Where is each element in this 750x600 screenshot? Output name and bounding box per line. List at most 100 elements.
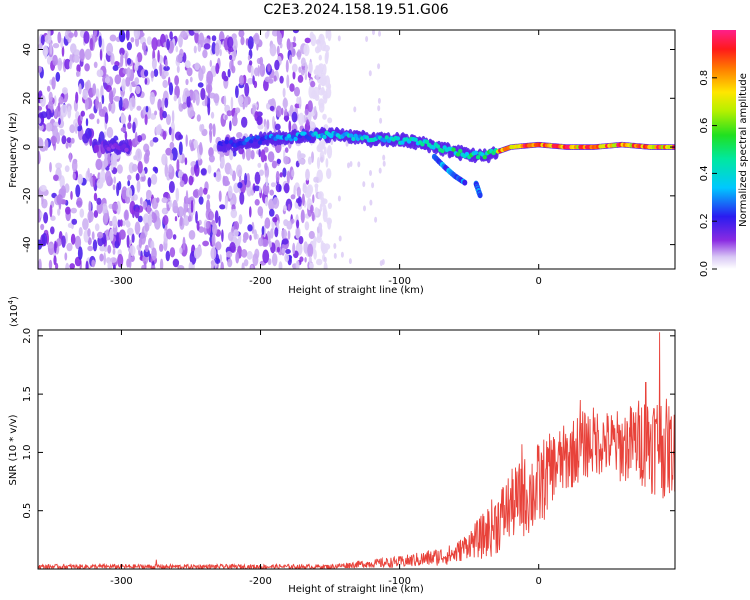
y-tick-label: 0.5	[22, 503, 33, 519]
noise-blob	[305, 168, 310, 181]
noise-blob	[283, 183, 290, 194]
noise-blob	[87, 228, 91, 237]
noise-blob	[220, 156, 225, 168]
noise-blob	[135, 173, 140, 181]
noise-blob	[285, 249, 291, 254]
noise-blob	[371, 182, 375, 189]
noise-blob	[66, 137, 72, 144]
noise-blob	[93, 144, 100, 153]
noise-blob	[326, 145, 333, 159]
noise-blob	[264, 162, 268, 171]
noise-blob	[292, 70, 296, 80]
noise-blob	[116, 164, 123, 174]
branch-point	[477, 192, 483, 199]
noise-blob	[101, 38, 105, 53]
noise-blob	[133, 155, 138, 161]
noise-blob	[144, 69, 149, 77]
noise-blob	[112, 184, 116, 191]
noise-blob	[45, 122, 53, 132]
noise-blob	[313, 105, 317, 115]
ridge-point	[224, 139, 229, 145]
noise-blob	[249, 234, 252, 241]
noise-blob	[196, 114, 201, 122]
noise-blob	[88, 200, 92, 212]
ridge-point	[286, 133, 292, 139]
noise-blob	[134, 221, 141, 235]
noise-blob	[65, 142, 69, 149]
noise-blob	[109, 34, 117, 42]
noise-blob	[327, 202, 332, 209]
noise-blob	[89, 37, 94, 51]
noise-blob	[276, 158, 282, 164]
noise-blob	[50, 135, 57, 145]
noise-blob	[72, 172, 77, 180]
noise-blob	[292, 30, 299, 34]
noise-blob	[128, 252, 132, 265]
noise-blob	[164, 70, 169, 77]
noise-blob	[179, 247, 183, 254]
noise-blob	[168, 181, 175, 193]
noise-blob	[141, 41, 147, 52]
noise-blob	[304, 257, 307, 263]
noise-blob	[256, 115, 263, 126]
noise-blob	[288, 255, 292, 262]
noise-blob	[127, 174, 132, 181]
noise-blob	[274, 59, 280, 71]
noise-blob	[284, 253, 290, 262]
noise-blob	[179, 48, 184, 58]
noise-blob	[150, 265, 156, 269]
y-tick-label: 40	[22, 43, 33, 56]
noise-blob	[272, 216, 278, 223]
x-tick-label: 0	[536, 276, 542, 287]
noise-blob	[169, 247, 176, 258]
noise-blob	[144, 114, 148, 126]
noise-blob	[210, 111, 215, 119]
noise-blob	[60, 104, 68, 118]
noise-blob	[117, 253, 124, 268]
noise-blob	[265, 176, 269, 187]
noise-blob	[333, 243, 337, 249]
noise-blob	[236, 132, 243, 139]
noise-blob	[119, 229, 126, 240]
noise-blob	[57, 102, 61, 112]
noise-blob	[381, 259, 385, 265]
noise-blob	[223, 95, 227, 107]
noise-blob	[223, 75, 229, 82]
noise-blob	[64, 58, 71, 70]
noise-blob	[363, 205, 366, 212]
noise-blob	[325, 30, 329, 39]
noise-blob	[226, 110, 232, 117]
noise-blob	[278, 261, 283, 269]
noise-blob	[153, 68, 159, 78]
noise-blob	[76, 64, 81, 73]
noise-blob	[126, 234, 130, 248]
noise-blob	[80, 110, 86, 117]
noise-blob	[120, 127, 127, 133]
noise-blob	[377, 105, 381, 112]
noise-blob	[188, 175, 194, 186]
noise-blob	[38, 258, 42, 269]
noise-blob	[125, 196, 131, 204]
noise-blob	[377, 63, 381, 70]
noise-blob	[166, 228, 173, 240]
noise-blob	[163, 65, 170, 72]
noise-blob	[209, 211, 214, 221]
noise-blob	[175, 45, 179, 53]
noise-blob	[40, 111, 48, 119]
noise-blob	[275, 105, 282, 118]
noise-blob	[184, 90, 191, 97]
noise-blob	[286, 74, 290, 89]
noise-blob	[206, 70, 214, 85]
noise-blob	[151, 247, 157, 261]
noise-blob	[274, 123, 281, 131]
noise-blob	[307, 100, 313, 113]
ridge-point	[322, 134, 327, 140]
noise-blob	[104, 246, 108, 253]
noise-blob	[316, 157, 321, 170]
noise-blob	[315, 74, 319, 81]
noise-blob	[258, 186, 262, 194]
noise-blob	[113, 264, 116, 269]
noise-blob	[320, 74, 324, 83]
noise-blob	[61, 135, 67, 145]
noise-blob	[212, 223, 218, 236]
